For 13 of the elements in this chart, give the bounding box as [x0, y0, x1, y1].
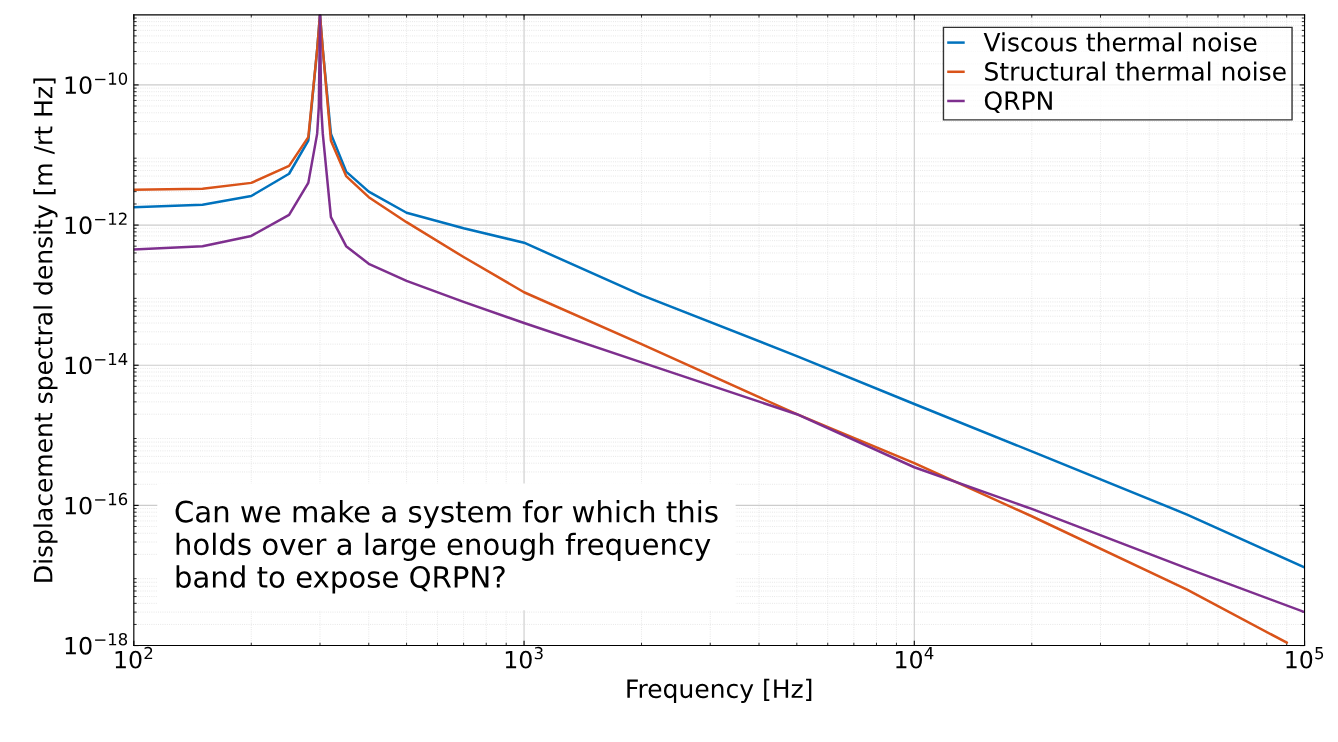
legend-label: Structural thermal noise	[985, 61, 1286, 81]
legend-label: Viscous thermal noise	[983, 32, 1257, 52]
y-axis-title: Displacement spectral density [m /rt Hz]	[33, 78, 58, 582]
x-tick-label: 10$^{4}$	[896, 647, 934, 669]
y-tick-label: 10$^{−12}$	[65, 212, 127, 235]
legend-label: QRPN	[984, 91, 1052, 113]
x-tick-label: 10$^{3}$	[505, 646, 543, 669]
y-tick-label: 10$^{−14}$	[65, 352, 128, 375]
x-axis-title: Frequency [Hz]	[627, 678, 812, 703]
y-tick-label: 10$^{−10}$	[65, 72, 128, 95]
x-tick-label: 10$^{5}$	[1286, 647, 1324, 669]
y-tick-label: 10$^{−16}$	[65, 492, 128, 515]
annotation: Can we make a system for which this holds over a large enough frequency band to expose QRPN?	[175, 500, 718, 594]
